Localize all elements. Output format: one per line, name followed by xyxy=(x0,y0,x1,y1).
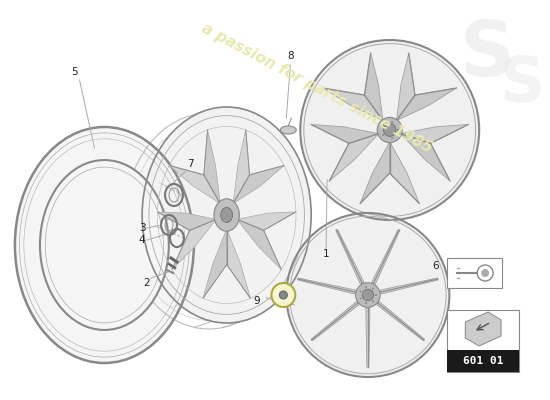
Polygon shape xyxy=(377,302,425,341)
Ellipse shape xyxy=(365,286,367,288)
Polygon shape xyxy=(203,229,227,298)
Text: 5: 5 xyxy=(72,67,78,77)
Ellipse shape xyxy=(397,129,399,131)
Ellipse shape xyxy=(372,300,374,302)
Text: 2: 2 xyxy=(143,278,150,288)
Polygon shape xyxy=(336,230,364,284)
Polygon shape xyxy=(311,302,359,341)
Text: 4: 4 xyxy=(139,235,146,245)
Ellipse shape xyxy=(214,199,239,231)
Ellipse shape xyxy=(356,283,380,307)
Polygon shape xyxy=(237,219,281,270)
Text: a passion for parts since 1985: a passion for parts since 1985 xyxy=(199,20,435,156)
Text: 3: 3 xyxy=(139,223,146,233)
Ellipse shape xyxy=(391,137,393,139)
Polygon shape xyxy=(390,142,419,204)
Ellipse shape xyxy=(391,121,393,123)
Ellipse shape xyxy=(279,291,287,299)
Ellipse shape xyxy=(15,127,194,363)
Polygon shape xyxy=(172,219,216,270)
Ellipse shape xyxy=(271,283,295,307)
Polygon shape xyxy=(157,212,216,230)
Ellipse shape xyxy=(377,118,402,143)
Polygon shape xyxy=(311,124,378,143)
Ellipse shape xyxy=(365,302,367,304)
Polygon shape xyxy=(401,124,468,143)
Ellipse shape xyxy=(40,160,169,330)
Polygon shape xyxy=(237,212,296,230)
Ellipse shape xyxy=(360,298,361,300)
Polygon shape xyxy=(397,53,415,120)
Ellipse shape xyxy=(362,289,373,301)
Text: 1: 1 xyxy=(323,249,329,259)
Polygon shape xyxy=(233,130,250,204)
Polygon shape xyxy=(465,312,501,346)
Text: S: S xyxy=(499,55,544,115)
Ellipse shape xyxy=(382,134,384,136)
Polygon shape xyxy=(169,166,220,204)
Polygon shape xyxy=(397,88,456,120)
Text: 8: 8 xyxy=(287,51,294,61)
Ellipse shape xyxy=(221,208,233,222)
Ellipse shape xyxy=(287,213,449,377)
Text: 6: 6 xyxy=(432,261,439,271)
FancyBboxPatch shape xyxy=(447,258,502,288)
Polygon shape xyxy=(233,166,284,204)
Polygon shape xyxy=(401,134,450,181)
Ellipse shape xyxy=(300,40,479,220)
Polygon shape xyxy=(372,230,400,284)
Ellipse shape xyxy=(280,126,296,134)
Ellipse shape xyxy=(360,290,361,292)
Ellipse shape xyxy=(382,124,384,126)
Polygon shape xyxy=(329,134,378,181)
Polygon shape xyxy=(204,130,220,204)
Text: 601 01: 601 01 xyxy=(463,356,503,366)
Bar xyxy=(447,350,519,372)
Ellipse shape xyxy=(481,269,489,277)
Polygon shape xyxy=(380,278,438,294)
Polygon shape xyxy=(323,88,383,120)
Polygon shape xyxy=(360,142,390,204)
Text: 9: 9 xyxy=(253,296,260,306)
Ellipse shape xyxy=(372,288,374,290)
Ellipse shape xyxy=(383,124,396,136)
FancyBboxPatch shape xyxy=(447,310,519,372)
Polygon shape xyxy=(365,53,383,120)
Ellipse shape xyxy=(375,294,377,296)
Text: S: S xyxy=(460,18,515,92)
Ellipse shape xyxy=(142,107,311,323)
Text: 7: 7 xyxy=(188,159,194,169)
Polygon shape xyxy=(298,278,356,294)
Polygon shape xyxy=(227,229,250,298)
Polygon shape xyxy=(366,308,370,367)
